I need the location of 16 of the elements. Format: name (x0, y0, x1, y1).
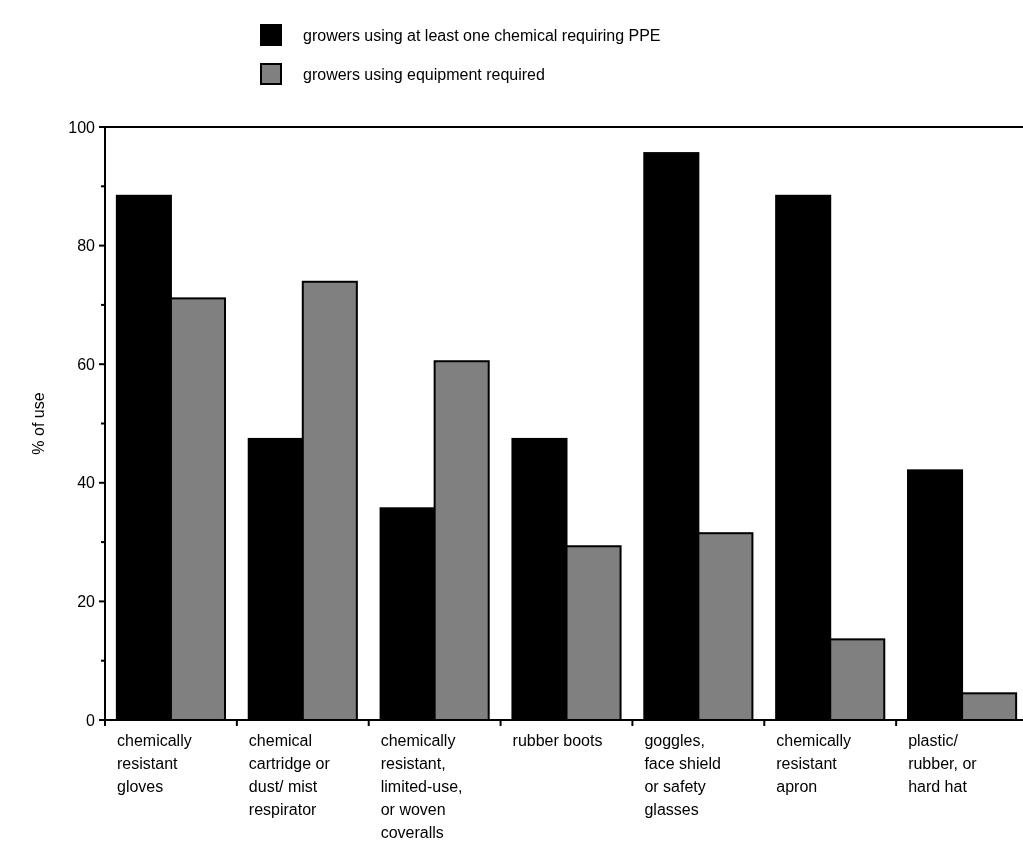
legend-label: growers using equipment required (303, 65, 545, 83)
x-tick-label: chemical cartridge or dust/ mist respirator (248, 732, 331, 818)
y-tick-label: 100 (68, 118, 96, 136)
x-tick-label: chemically resistant apron (776, 732, 851, 795)
y-tick-label: 80 (77, 237, 96, 255)
x-tick-label: goggles, face shield or safety glasses (644, 732, 721, 818)
x-tick-label: chemically resistant, limited-use, or woven coveralls (380, 732, 463, 841)
y-tick-label: 20 (77, 593, 96, 610)
legend-label: growers using at least one chemical requiring PPE (303, 26, 661, 44)
x-tick-label: rubber boots (512, 732, 603, 749)
x-tick-label: plastic/ rubber, or hard hat (908, 732, 978, 795)
y-tick-label: 60 (77, 355, 96, 373)
x-tick-label: chemically resistant gloves (117, 732, 192, 795)
y-axis-title: % of use (30, 392, 47, 455)
y-tick-label: 40 (77, 474, 96, 492)
y-tick-label: 0 (86, 711, 96, 729)
